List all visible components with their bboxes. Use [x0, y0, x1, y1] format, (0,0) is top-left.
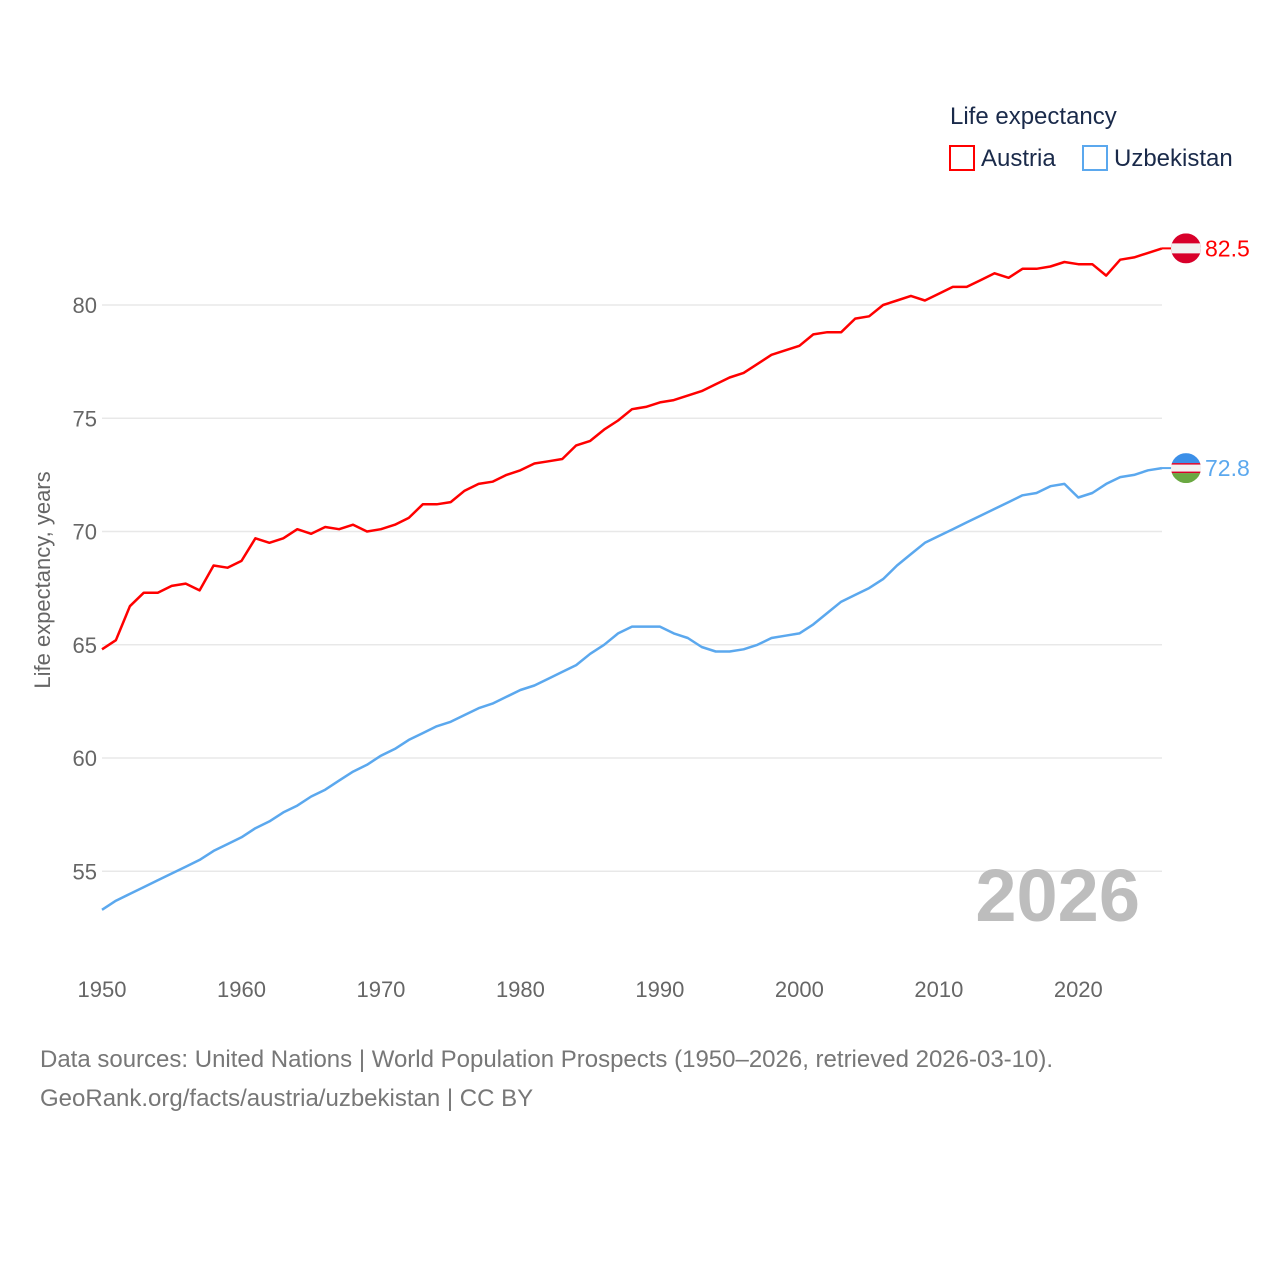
y-tick-label: 80	[73, 293, 97, 318]
source-line: Data sources: United Nations | World Pop…	[40, 1046, 1054, 1073]
uzbekistan-line	[101, 466, 1163, 911]
legend-title: Life expectancy	[950, 103, 1117, 130]
y-tick-label: 55	[73, 859, 97, 884]
legend-swatch	[949, 145, 975, 171]
y-axis-label: Life expectancy, years	[30, 471, 55, 688]
x-tick-label: 1990	[635, 977, 684, 1002]
uzbekistan-flag-icon	[1171, 453, 1201, 484]
y-tick-label: 75	[73, 406, 97, 431]
y-tick-label: 60	[73, 746, 97, 771]
austria-flag-icon	[1171, 233, 1201, 264]
austria-end-value: 82.5	[1205, 235, 1250, 261]
y-tick-label: 65	[73, 633, 97, 658]
y-tick-label: 70	[73, 520, 97, 545]
legend-label: Uzbekistan	[1114, 145, 1233, 172]
x-tick-label: 2020	[1054, 977, 1103, 1002]
austria-line	[101, 247, 1163, 651]
x-tick-label: 2010	[914, 977, 963, 1002]
legend-item-uzbekistan[interactable]: Uzbekistan	[1082, 145, 1233, 172]
x-tick-label: 1960	[217, 977, 266, 1002]
x-tick-label: 1970	[356, 977, 405, 1002]
year-watermark: 2026	[975, 854, 1140, 937]
x-tick-label: 2000	[775, 977, 824, 1002]
legend-item-austria[interactable]: Austria	[949, 145, 1056, 172]
attribution-link[interactable]: GeoRank.org/facts/austria/uzbekistan | C…	[40, 1085, 534, 1112]
x-tick-label: 1950	[78, 977, 127, 1002]
uzbekistan-end-value: 72.8	[1205, 455, 1250, 481]
legend-swatch	[1082, 145, 1108, 171]
legend-label: Austria	[981, 145, 1056, 172]
x-tick-label: 1980	[496, 977, 545, 1002]
